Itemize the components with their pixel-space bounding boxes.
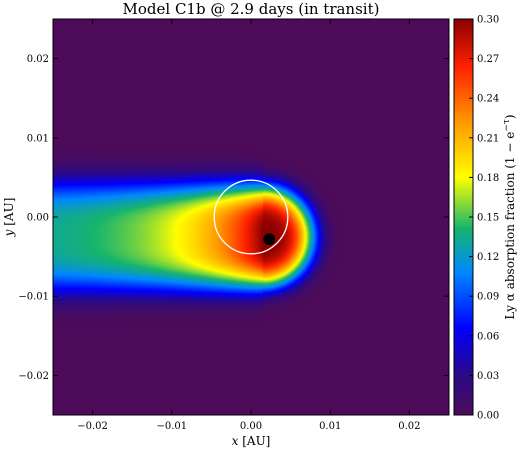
y-tick-label: 0.01 [27, 133, 49, 144]
colorbar-tick-label: 0.27 [477, 54, 499, 65]
colorbar-tick-label: 0.09 [477, 292, 499, 303]
y-tick-label: −0.02 [18, 371, 49, 382]
colorbar-label-main: Ly α absorption fraction (1 − e [503, 132, 517, 320]
plot-area [52, 18, 450, 416]
colorbar: 0.00 0.03 0.06 0.09 0.12 0.15 0.18 0.21 0.24 0.27… [453, 15, 517, 422]
colorbar-gradient [454, 19, 473, 415]
colorbar-tick-label: 0.06 [477, 331, 499, 342]
x-tick-label: 0.01 [319, 421, 341, 432]
colorbar-tick-label: 0.15 [477, 213, 499, 224]
colorbar-tick-label: 0.18 [477, 173, 499, 184]
y-axis-label: y [AU] [2, 198, 16, 238]
colorbar-tick-label: 0.12 [477, 252, 499, 263]
y-tick-label: 0.02 [27, 54, 49, 65]
x-axis-label: x [AU] [232, 434, 271, 448]
colorbar-tick-label: 0.00 [477, 411, 499, 422]
x-axis-unit: [AU] [242, 434, 270, 448]
stellar-disk-outline [213, 179, 289, 255]
y-tick-label: 0.00 [27, 213, 49, 224]
y-axis: −0.02 −0.01 0.00 0.01 0.02 [18, 54, 449, 382]
heatmap-image [53, 19, 449, 415]
x-tick-label: −0.02 [77, 421, 108, 432]
colorbar-tick-label: 0.30 [477, 15, 499, 26]
x-tick-label: 0.00 [240, 421, 262, 432]
x-tick-label: −0.01 [156, 421, 187, 432]
x-axis-variable: x [232, 434, 239, 448]
x-tick-label: 0.02 [398, 421, 420, 432]
colorbar-tick-label: 0.21 [477, 133, 499, 144]
colorbar-tick-label: 0.03 [477, 371, 499, 382]
chart-title: Model C1b @ 2.9 days (in transit) [123, 0, 380, 18]
colorbar-label-exponent: −τ [502, 119, 512, 132]
x-axis: −0.02 −0.01 0.00 0.01 0.02 [77, 19, 421, 432]
planet-marker [263, 233, 276, 246]
y-axis-unit: [AU] [2, 198, 16, 226]
colorbar-label: Ly α absorption fraction (1 − e−τ) [502, 114, 517, 319]
y-axis-variable: y [2, 229, 16, 237]
colorbar-tick-label: 0.24 [477, 94, 499, 105]
y-tick-label: −0.01 [18, 292, 49, 303]
colorbar-label-close: ) [503, 114, 517, 119]
